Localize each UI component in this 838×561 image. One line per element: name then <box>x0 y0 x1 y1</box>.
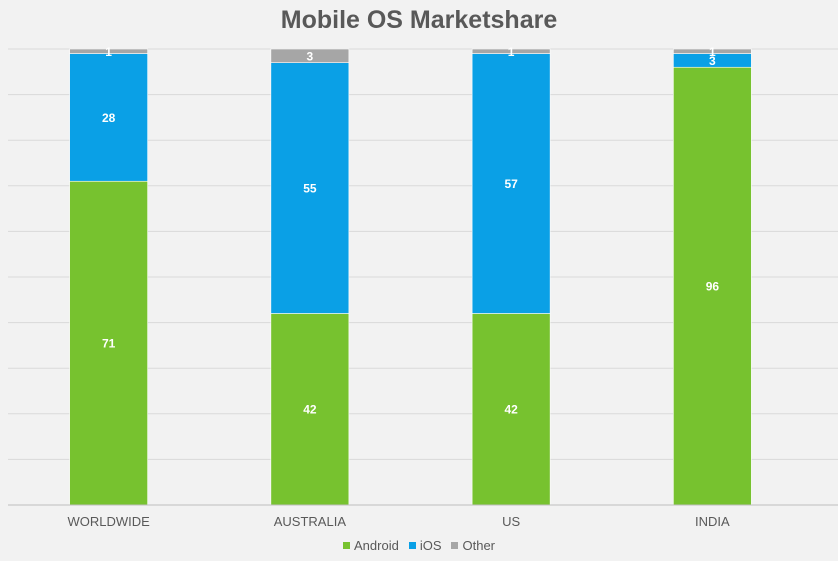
bar-android <box>69 180 148 506</box>
data-label: 96 <box>706 280 720 294</box>
data-label: 42 <box>303 403 317 417</box>
x-tick-label: AUSTRALIA <box>274 514 347 529</box>
legend-swatch <box>408 542 416 549</box>
data-label: 28 <box>102 111 116 125</box>
bar-ios <box>270 62 350 314</box>
data-label: 1 <box>105 45 112 59</box>
legend-item: Android <box>343 538 399 553</box>
data-label: 55 <box>303 182 317 196</box>
data-label: 42 <box>504 403 518 417</box>
data-label: 1 <box>508 45 515 59</box>
bar-other <box>270 48 350 63</box>
x-tick-label: WORLDWIDE <box>67 514 150 529</box>
bar-ios <box>69 53 148 182</box>
data-label: 3 <box>307 49 314 63</box>
bar-other <box>471 48 551 54</box>
chart-title: Mobile OS Marketshare <box>280 6 558 34</box>
legend-item: iOS <box>408 538 442 553</box>
bar-android <box>673 66 752 506</box>
legend-label: iOS <box>419 538 442 553</box>
bar-android <box>270 313 350 506</box>
data-label: 1 <box>709 45 716 59</box>
bar-other <box>69 48 148 54</box>
legend-swatch <box>451 542 459 549</box>
x-tick-label: US <box>502 514 520 529</box>
bar-ios <box>471 53 551 314</box>
legend-label: Other <box>462 538 495 553</box>
legend-swatch <box>343 542 350 549</box>
bar-other <box>673 48 752 54</box>
legend-label: Android <box>354 538 399 553</box>
legend: Android iOS Other <box>0 538 838 553</box>
x-tick-label: INDIA <box>695 514 730 529</box>
legend-item: Other <box>451 538 495 553</box>
data-label: 57 <box>504 177 518 191</box>
data-label: 71 <box>102 337 116 351</box>
data-label: 3 <box>709 54 716 68</box>
